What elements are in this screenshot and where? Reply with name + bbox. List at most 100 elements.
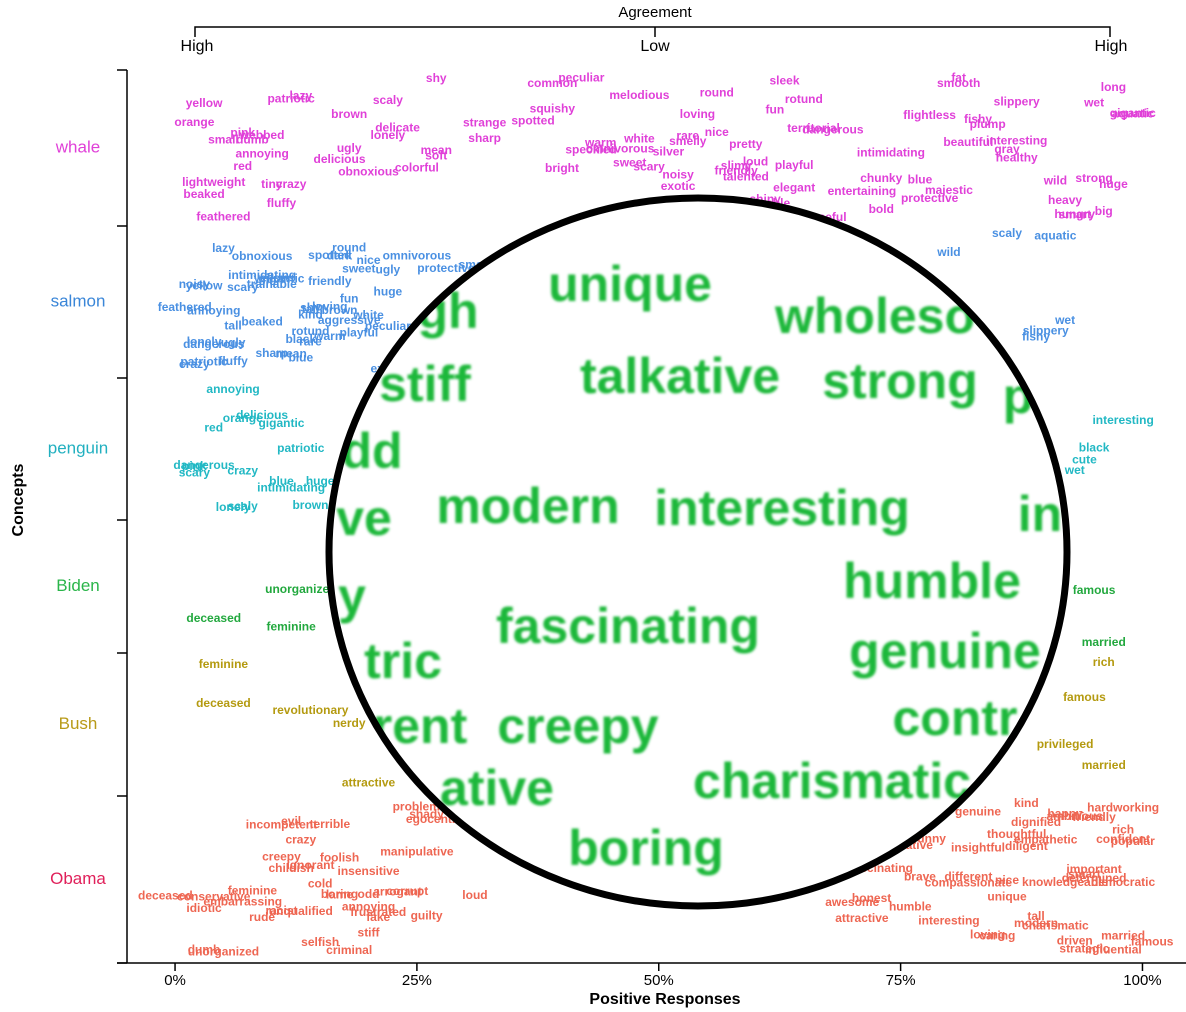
- word-layer: yellowwebbeduglysmalltinyredorangepatrio…: [138, 70, 1174, 958]
- word: deceased: [138, 889, 193, 903]
- word: democratic: [1091, 875, 1155, 889]
- word: genuine: [955, 804, 1001, 818]
- word: lazy: [289, 89, 312, 103]
- word: huge: [306, 474, 335, 488]
- word: yellow: [186, 96, 223, 110]
- word: gray: [994, 142, 1020, 156]
- lens-word: charismatic: [693, 753, 971, 809]
- word: loud: [743, 154, 768, 168]
- word: sharp: [255, 346, 288, 360]
- word: gigantic: [1110, 106, 1156, 120]
- word: interesting: [986, 134, 1047, 148]
- word: cold: [308, 876, 333, 890]
- word: noisy: [662, 167, 694, 181]
- word: modern: [1014, 916, 1058, 930]
- word: attractive: [342, 776, 396, 790]
- word: idiotic: [186, 901, 222, 915]
- concept-label: Obama: [50, 869, 106, 888]
- word: elegant: [773, 181, 815, 195]
- word: insensitive: [338, 864, 400, 878]
- word: smart: [1058, 208, 1091, 222]
- word: ugly: [221, 335, 246, 349]
- word: humble: [889, 899, 932, 913]
- word: strange: [463, 116, 507, 130]
- word: tall: [302, 302, 319, 316]
- word: married: [1082, 635, 1126, 649]
- word: flightless: [903, 108, 956, 122]
- word: delicious: [236, 408, 288, 422]
- word: red: [233, 159, 252, 173]
- word: married: [1082, 758, 1126, 772]
- word: manipulative: [380, 845, 454, 859]
- word: unorganized: [188, 945, 259, 959]
- word: different: [944, 870, 992, 884]
- word: kind: [1014, 796, 1039, 810]
- lens-word: contr: [893, 690, 1018, 746]
- word: aggressive: [318, 313, 381, 327]
- word: nerdy: [333, 716, 366, 730]
- word: lonely: [371, 128, 406, 142]
- word: warm: [584, 136, 616, 150]
- word: awesome: [825, 895, 879, 909]
- word: privileged: [1037, 737, 1094, 751]
- lens-word: boring: [568, 820, 724, 876]
- word: obnoxious: [232, 249, 293, 263]
- word: popular: [1111, 834, 1155, 848]
- top-axis-label: High: [181, 38, 214, 55]
- word: playful: [775, 158, 814, 172]
- concept-label: whale: [55, 137, 100, 156]
- lens-word: stiff: [379, 356, 471, 412]
- word: incompetent: [246, 817, 317, 831]
- word: feathered: [196, 209, 250, 223]
- word: shady: [409, 807, 444, 821]
- lens-word: talkative: [580, 348, 780, 404]
- word: ambitious: [1046, 809, 1103, 823]
- word: confident: [1096, 832, 1150, 846]
- word: dangerous: [183, 337, 245, 351]
- word: thoughtful: [987, 827, 1046, 841]
- word: feminine: [228, 883, 278, 897]
- word: orange: [223, 411, 263, 425]
- word: unorganized: [265, 582, 336, 596]
- y-axis-label: Concepts: [10, 463, 27, 536]
- word: melodious: [609, 88, 669, 102]
- word: gigantic: [258, 416, 304, 430]
- word: sleek: [770, 74, 800, 88]
- word: famous: [1131, 935, 1174, 949]
- word: deceased: [196, 696, 251, 710]
- word: friendly: [1072, 810, 1116, 824]
- word: intimidating: [228, 268, 296, 282]
- word: white: [623, 132, 655, 146]
- word: healthy: [996, 150, 1038, 164]
- word: unique: [987, 889, 1027, 903]
- word: fun: [340, 292, 359, 306]
- word: slippery: [994, 94, 1040, 108]
- x-tick-label: 100%: [1123, 972, 1161, 989]
- lens-word: wholeso: [774, 288, 975, 344]
- word: tall: [224, 319, 241, 333]
- concept-label: penguin: [48, 438, 109, 457]
- word: married: [1101, 928, 1145, 942]
- word: beaked: [241, 314, 282, 328]
- word: colorful: [395, 161, 439, 175]
- word: entertaining: [828, 184, 897, 198]
- word: brown: [322, 303, 358, 317]
- word: webbed: [239, 128, 285, 142]
- word: spotted: [511, 113, 554, 127]
- word: black: [1079, 441, 1110, 455]
- word: yellow: [253, 271, 290, 285]
- word: attractive: [835, 911, 889, 925]
- word: round: [700, 86, 734, 100]
- word: smelly: [669, 134, 707, 148]
- word: warm: [313, 329, 345, 343]
- word: arrogant: [373, 884, 422, 898]
- word: wet: [1083, 95, 1104, 109]
- word: territorial: [787, 121, 840, 135]
- word: scary: [227, 280, 259, 294]
- x-tick-label: 75%: [886, 972, 916, 989]
- word: beautiful: [943, 135, 993, 149]
- word: rich: [1093, 655, 1115, 669]
- word: knowledgeable: [1022, 875, 1108, 889]
- word: racist: [265, 903, 297, 917]
